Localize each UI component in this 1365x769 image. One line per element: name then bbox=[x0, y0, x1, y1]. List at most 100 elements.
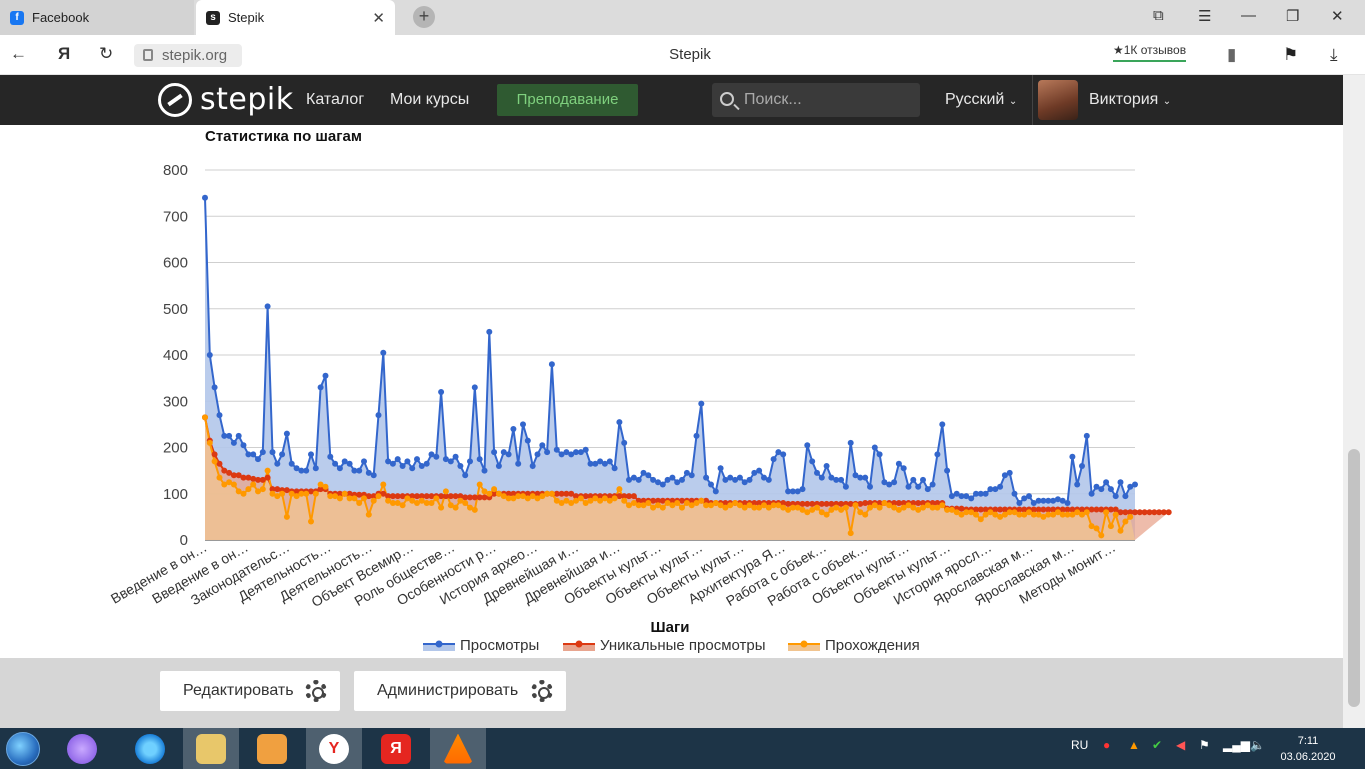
url-text: stepik.org bbox=[162, 47, 228, 64]
search-input[interactable]: Поиск... bbox=[712, 83, 920, 117]
data-point bbox=[418, 497, 425, 504]
data-point bbox=[992, 506, 999, 513]
data-point bbox=[1146, 509, 1153, 516]
edit-button[interactable]: Редактировать bbox=[160, 671, 340, 711]
nav-catalog[interactable]: Каталог bbox=[306, 91, 365, 108]
data-point bbox=[563, 449, 570, 456]
data-point bbox=[587, 493, 594, 500]
vlc-tray-icon[interactable]: ▲ bbox=[1128, 738, 1140, 752]
data-point bbox=[288, 490, 295, 497]
taskbar-ie[interactable] bbox=[128, 728, 172, 769]
reviews-badge[interactable]: ★1К отзывов bbox=[1113, 43, 1187, 62]
data-point bbox=[732, 476, 739, 483]
minimize-icon[interactable]: — bbox=[1241, 7, 1256, 24]
facebook-icon: f bbox=[10, 10, 24, 25]
language-selector[interactable]: Русский ⌄ bbox=[945, 91, 1017, 109]
data-point bbox=[283, 430, 290, 437]
data-point bbox=[630, 493, 637, 500]
data-point bbox=[1040, 513, 1047, 520]
restore-icon[interactable]: ❐ bbox=[1286, 8, 1300, 25]
yandex-icon[interactable]: Я bbox=[58, 44, 71, 63]
data-point bbox=[1054, 496, 1061, 503]
taskbar-alice[interactable] bbox=[62, 728, 102, 769]
start-button[interactable] bbox=[3, 728, 43, 769]
nav-my-courses[interactable]: Мои курсы bbox=[390, 91, 470, 108]
data-point bbox=[394, 493, 401, 500]
data-point bbox=[365, 469, 372, 476]
data-point bbox=[833, 476, 840, 483]
data-point bbox=[876, 451, 883, 458]
data-point bbox=[924, 502, 931, 509]
tab-stepik[interactable]: s Stepik ✕ bbox=[196, 0, 395, 35]
url-field[interactable]: stepik.org bbox=[134, 44, 242, 67]
data-point bbox=[1016, 506, 1023, 513]
language-label: Русский bbox=[945, 91, 1005, 108]
reload-icon[interactable]: ↻ bbox=[99, 44, 114, 63]
data-point bbox=[963, 509, 970, 516]
teach-button[interactable]: Преподавание bbox=[497, 84, 638, 116]
data-point bbox=[548, 490, 555, 497]
taskbar-media[interactable] bbox=[244, 728, 300, 769]
data-point bbox=[934, 451, 941, 458]
data-point bbox=[655, 502, 661, 509]
data-point bbox=[867, 483, 873, 490]
data-point bbox=[500, 493, 507, 500]
data-point bbox=[674, 479, 681, 486]
data-point bbox=[568, 451, 575, 458]
data-point bbox=[587, 460, 594, 467]
data-point bbox=[1107, 506, 1114, 513]
bookmark-icon[interactable]: ▮ bbox=[1227, 45, 1237, 64]
menu-icon[interactable]: ☰ bbox=[1198, 8, 1212, 25]
data-point bbox=[862, 474, 869, 481]
data-point bbox=[577, 495, 584, 502]
data-point bbox=[1064, 511, 1071, 518]
avatar[interactable] bbox=[1038, 80, 1078, 120]
page-scrollbar[interactable] bbox=[1343, 75, 1365, 728]
taskbar-yandex-2[interactable]: Я bbox=[368, 728, 424, 769]
antivirus-tray-icon[interactable]: ◀ bbox=[1176, 738, 1186, 752]
flag-icon[interactable]: ⚑ bbox=[1199, 738, 1210, 752]
taskbar-vlc[interactable] bbox=[430, 728, 486, 769]
administer-button[interactable]: Администрировать bbox=[354, 671, 566, 711]
data-point bbox=[471, 384, 478, 391]
search-icon bbox=[720, 92, 734, 106]
data-point bbox=[982, 490, 989, 497]
user-menu[interactable]: Виктория ⌄ bbox=[1089, 91, 1171, 109]
data-point bbox=[414, 500, 420, 506]
data-point bbox=[895, 506, 902, 513]
data-point bbox=[524, 495, 531, 502]
back-icon[interactable]: ← bbox=[10, 44, 27, 63]
protect-icon[interactable]: ⚑ bbox=[1283, 45, 1299, 64]
data-point bbox=[905, 483, 912, 490]
data-point bbox=[235, 488, 242, 495]
security-tray-icon[interactable]: ✔ bbox=[1152, 738, 1163, 752]
new-tab-button[interactable]: + bbox=[413, 6, 435, 28]
close-tab-icon[interactable]: ✕ bbox=[372, 10, 385, 27]
stepik-logo[interactable]: stepik bbox=[158, 82, 294, 117]
yandex-tray-icon[interactable]: ● bbox=[1103, 738, 1111, 752]
data-point bbox=[640, 469, 647, 476]
data-point bbox=[587, 497, 594, 504]
bookmarks-panel-icon[interactable]: ⧉ bbox=[1153, 7, 1164, 24]
download-icon[interactable]: ⤓ bbox=[1330, 45, 1338, 64]
close-window-icon[interactable]: ✕ bbox=[1331, 8, 1344, 25]
data-point bbox=[1001, 472, 1008, 479]
data-point bbox=[370, 497, 377, 504]
clock[interactable]: 7:11 03.06.2020 bbox=[1278, 733, 1338, 765]
data-point bbox=[573, 493, 579, 500]
data-point bbox=[341, 458, 348, 465]
data-point bbox=[616, 486, 623, 493]
data-point bbox=[1001, 511, 1008, 518]
data-point bbox=[635, 476, 642, 483]
data-point bbox=[814, 504, 820, 511]
network-icon[interactable]: ▂▄▆ bbox=[1223, 738, 1250, 752]
data-point bbox=[920, 500, 926, 506]
tab-facebook[interactable]: f Facebook bbox=[0, 0, 194, 35]
data-point bbox=[939, 502, 946, 509]
data-point bbox=[852, 472, 859, 479]
taskbar-explorer[interactable] bbox=[183, 728, 239, 769]
scrollbar-thumb[interactable] bbox=[1348, 449, 1360, 707]
taskbar-yandex[interactable]: Y bbox=[306, 728, 362, 769]
volume-icon[interactable]: 🔈 bbox=[1250, 738, 1265, 752]
input-language[interactable]: RU bbox=[1071, 738, 1089, 752]
